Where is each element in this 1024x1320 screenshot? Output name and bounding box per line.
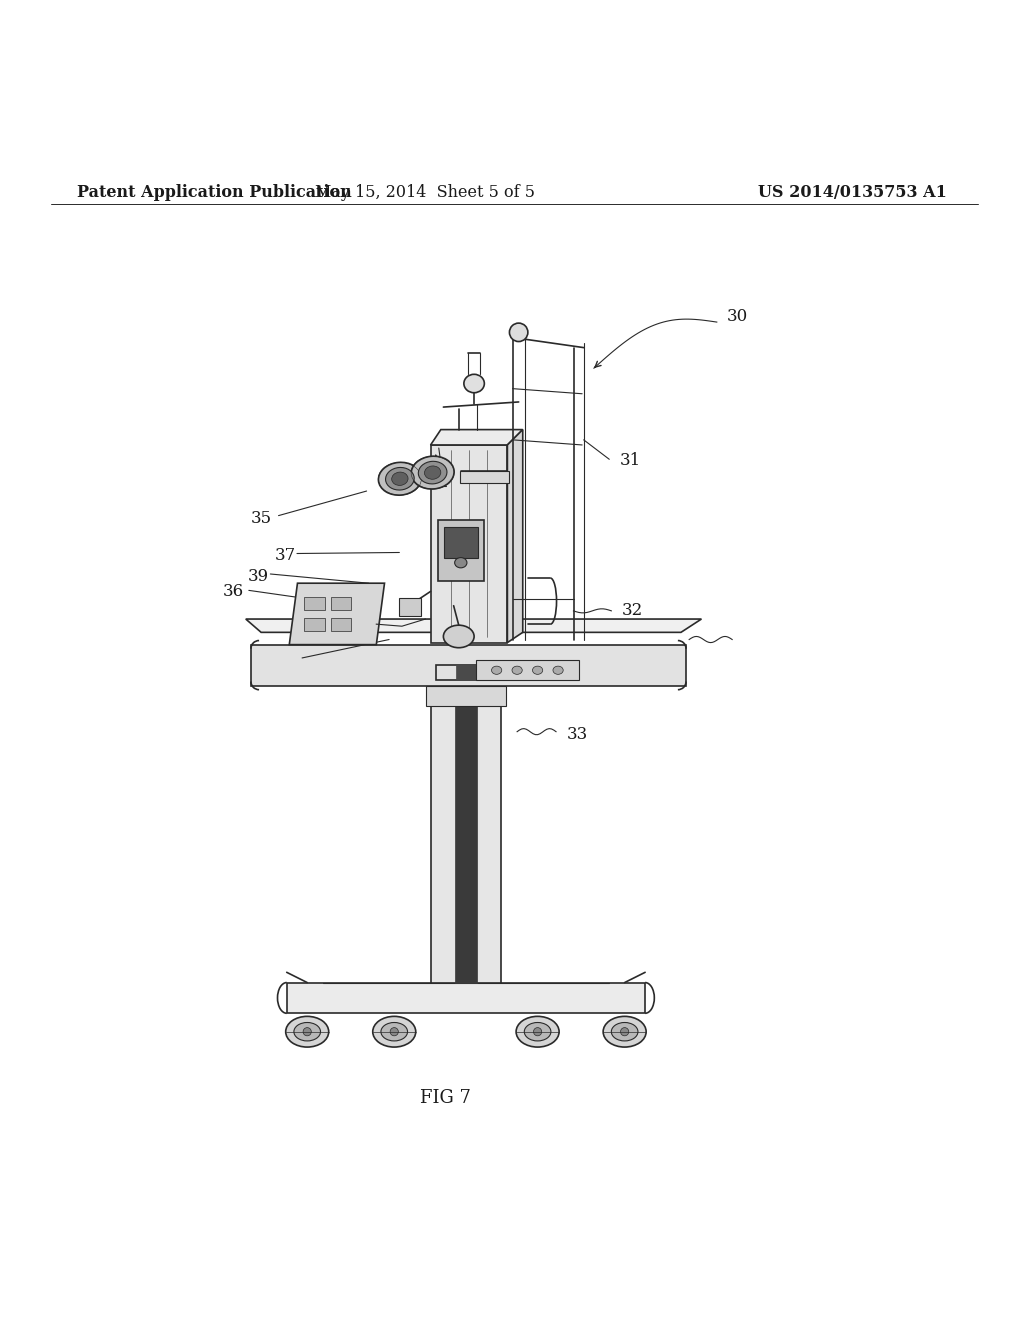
FancyBboxPatch shape [460,470,509,483]
Ellipse shape [294,1023,321,1041]
Ellipse shape [611,1023,638,1041]
Ellipse shape [532,667,543,675]
Ellipse shape [303,1027,311,1036]
Polygon shape [455,665,477,982]
Ellipse shape [621,1027,629,1036]
FancyBboxPatch shape [304,618,325,631]
Ellipse shape [516,1016,559,1047]
Text: 39: 39 [248,568,269,585]
Ellipse shape [553,667,563,675]
FancyBboxPatch shape [399,598,422,616]
FancyBboxPatch shape [304,597,325,610]
Text: 34: 34 [276,652,298,668]
Ellipse shape [379,462,421,495]
FancyBboxPatch shape [476,660,579,681]
FancyBboxPatch shape [331,597,351,610]
Polygon shape [246,619,701,632]
FancyBboxPatch shape [426,685,506,706]
Ellipse shape [509,323,528,342]
Ellipse shape [524,1023,551,1041]
FancyBboxPatch shape [331,618,351,631]
Ellipse shape [381,1023,408,1041]
Polygon shape [287,982,645,1014]
Ellipse shape [425,466,440,479]
Text: FIG 7: FIG 7 [420,1089,471,1107]
Ellipse shape [492,667,502,675]
Ellipse shape [455,557,467,568]
Ellipse shape [534,1027,542,1036]
Text: 36: 36 [223,583,245,599]
Text: US 2014/0135753 A1: US 2014/0135753 A1 [759,183,947,201]
FancyBboxPatch shape [444,527,477,557]
FancyBboxPatch shape [438,520,483,581]
Ellipse shape [392,473,408,486]
Ellipse shape [464,375,484,393]
Polygon shape [431,429,522,445]
Ellipse shape [412,457,454,488]
Ellipse shape [419,461,446,484]
Polygon shape [251,644,686,685]
Ellipse shape [512,667,522,675]
Polygon shape [431,681,501,982]
Ellipse shape [286,1016,329,1047]
Ellipse shape [386,467,414,490]
Ellipse shape [373,1016,416,1047]
Text: 30: 30 [727,309,749,326]
Ellipse shape [603,1016,646,1047]
Polygon shape [290,583,385,644]
Text: Patent Application Publication: Patent Application Publication [77,183,351,201]
Text: 31: 31 [620,451,641,469]
Ellipse shape [390,1027,398,1036]
Text: 33: 33 [566,726,588,743]
Text: May 15, 2014  Sheet 5 of 5: May 15, 2014 Sheet 5 of 5 [315,183,535,201]
Polygon shape [456,665,476,681]
Polygon shape [508,429,522,643]
Ellipse shape [443,626,474,648]
Text: 35: 35 [251,511,272,527]
Polygon shape [431,445,508,643]
Polygon shape [436,665,496,681]
Text: 37: 37 [274,546,296,564]
Text: 32: 32 [622,602,643,619]
